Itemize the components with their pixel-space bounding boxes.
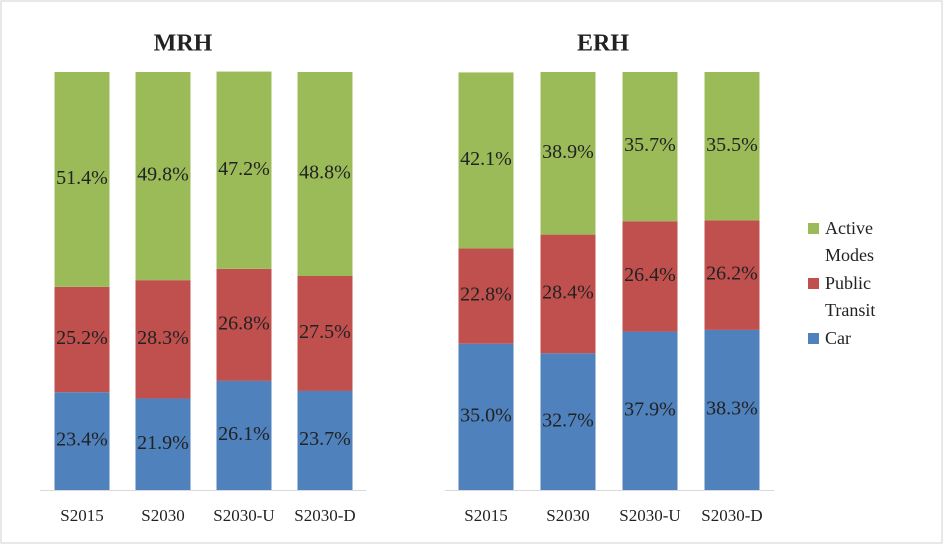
data-label: 28.3% (137, 327, 189, 349)
data-label: 37.9% (624, 398, 676, 420)
data-label: 47.2% (218, 158, 270, 180)
legend-label: Car (825, 328, 851, 348)
data-label: 22.8% (460, 284, 512, 306)
data-label: 38.9% (542, 141, 594, 163)
bar-segment (54, 392, 110, 490)
x-tick-label: S2030 (546, 506, 589, 525)
data-label: 35.5% (706, 134, 758, 156)
legend-label: Active Modes (825, 218, 874, 265)
bar-segment (297, 390, 353, 490)
x-tick-label: S2015 (464, 506, 507, 525)
data-label: 23.7% (299, 428, 351, 450)
legend-label: Public Transit (825, 273, 876, 320)
data-label: 23.4% (56, 429, 108, 451)
bar-segment (216, 380, 272, 490)
data-label: 51.4% (56, 167, 108, 189)
bar-segment (135, 398, 191, 490)
chart-title: MRH (154, 31, 213, 57)
bar-segment (704, 329, 760, 490)
bar-segment (622, 221, 678, 332)
bar-segment (540, 72, 596, 235)
bar-segment (458, 248, 514, 344)
bar-segment (54, 286, 110, 393)
bar-segment (458, 343, 514, 490)
bar-segment (216, 71, 272, 269)
x-tick-label: S2015 (60, 506, 103, 525)
bar-segment (135, 72, 191, 281)
data-label: 35.0% (460, 404, 512, 426)
bar-segment (622, 331, 678, 490)
bar-segment (135, 280, 191, 399)
data-label: 32.7% (542, 409, 594, 431)
legend-swatch (808, 333, 819, 344)
data-label: 27.5% (299, 321, 351, 343)
bar-segment (540, 234, 596, 354)
data-label: 38.3% (706, 398, 758, 420)
bar-segment (54, 72, 110, 287)
legend-item: Car (808, 325, 903, 352)
data-label: 48.8% (299, 162, 351, 184)
x-tick-label: S2030 (141, 506, 184, 525)
bar-segment (297, 275, 353, 391)
chart-title: ERH (577, 31, 629, 57)
data-label: 25.2% (56, 327, 108, 349)
bar-segment (704, 220, 760, 330)
data-label: 28.4% (542, 282, 594, 304)
data-label: 26.4% (624, 264, 676, 286)
legend-item: Active Modes (808, 215, 903, 269)
bar-segment (540, 353, 596, 490)
legend-item: Public Transit (808, 270, 903, 324)
legend-swatch (808, 278, 819, 289)
data-label: 35.7% (624, 134, 676, 156)
bar-segment (216, 268, 272, 381)
bar-segment (704, 72, 760, 221)
bar-segment (297, 72, 353, 276)
x-tick-label: S2030-U (619, 506, 680, 525)
x-tick-label: S2030-U (213, 506, 274, 525)
data-label: 26.8% (218, 312, 270, 334)
data-label: 42.1% (460, 148, 512, 170)
data-label: 26.2% (706, 263, 758, 285)
data-label: 21.9% (137, 432, 189, 454)
legend-swatch (808, 223, 819, 234)
x-tick-label: S2030-D (294, 506, 355, 525)
data-label: 49.8% (137, 164, 189, 186)
x-tick-label: S2030-D (701, 506, 762, 525)
bar-segment (458, 72, 514, 249)
data-label: 26.1% (218, 423, 270, 445)
bar-segment (622, 72, 678, 222)
